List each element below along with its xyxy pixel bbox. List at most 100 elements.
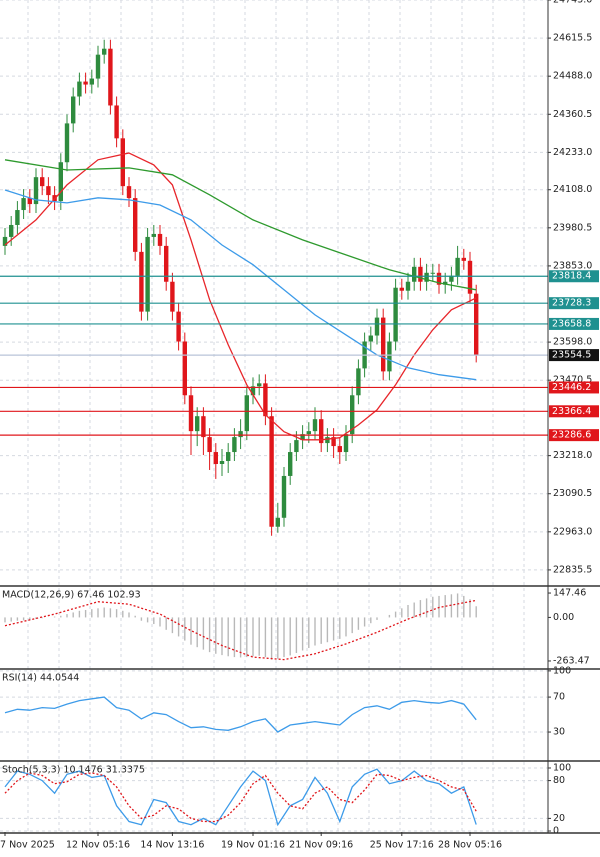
macd-bar [134,615,136,618]
candle-body [275,517,280,527]
macd-bar [270,617,273,660]
level-label: 23446.2 [552,382,591,393]
macd-bar [388,614,391,618]
macd-bar [72,612,74,618]
x-tick-label: 7 Nov 2025 [0,840,55,851]
y-tick-label: 100 [553,665,571,676]
macd-bar [103,607,105,618]
macd-bar [233,617,236,658]
macd-bar [264,617,267,658]
y-tick-label: 0.00 [553,612,574,623]
candle-body [288,452,293,476]
candle-body [195,416,200,432]
candle-body [430,272,435,274]
indicator-line [4,696,477,733]
macd-bar [332,617,335,641]
macd-bar [456,593,459,618]
macd-bar [227,617,229,657]
macd-bar [351,617,353,634]
candle-body [157,233,163,246]
macd-bar [4,617,6,623]
candle-body [467,260,473,294]
candle-body [71,96,76,124]
y-tick-label: 147.46 [553,588,586,599]
candle-body [207,437,212,453]
macd-bar [370,617,372,624]
macd-bar [283,617,285,658]
candle-body [232,437,237,453]
macd-bar [177,617,180,637]
candle-body [2,236,8,246]
x-tick-label: 14 Nov 13:16 [140,840,204,851]
macd-bar [53,616,56,618]
y-tick-label: 23980.5 [553,222,592,233]
level-label: 23728.3 [552,298,591,309]
level-label: 23286.6 [552,430,591,441]
macd-bar [215,617,217,654]
y-tick-label: 24615.5 [553,33,592,44]
candle-body [368,335,373,342]
y-tick-label: 24488.0 [553,71,592,82]
y-tick-label: 70 [553,692,565,703]
macd-bar [140,617,143,621]
signal-line [4,599,477,661]
level-label: 23366.4 [552,406,591,417]
candle-body [64,123,70,163]
candle-body [33,177,39,205]
macd-bar [153,617,155,625]
macd-bar [122,610,124,618]
macd-bar [277,617,279,659]
moving-average [4,189,477,381]
candle-body [40,177,45,187]
macd-bar [91,609,93,618]
candle-body [126,186,132,199]
candle-body [9,224,14,237]
level-label: 23554.5 [552,350,591,361]
candle-body [257,383,262,387]
candle-body [102,48,107,55]
candle-body [418,266,423,282]
macd-bar [295,617,298,653]
candle-body [374,317,380,336]
macd-bar [475,606,477,618]
panel-title: RSI(14) 44.0544 [2,673,79,684]
macd-bar [35,617,37,620]
macd-bar [450,594,453,618]
candle-body [399,287,404,291]
macd-bar [202,617,205,650]
moving-average [4,152,477,441]
candle-body [89,78,94,85]
macd-bar [314,617,316,646]
candle-body [58,162,63,202]
candle-body [114,105,119,139]
candle-body [250,386,256,396]
macd-bar [413,602,415,618]
candle-body [461,257,466,261]
y-tick-label: 23090.5 [553,488,592,499]
candle-body [108,48,113,106]
candle-body [281,475,287,518]
macd-bar [16,617,19,621]
candle-body [436,272,442,285]
candle-body [27,198,32,205]
candle-body [83,81,88,85]
candle-body [151,233,156,237]
macd-bar [115,609,118,618]
macd-bar [159,617,161,627]
macd-bar [66,614,68,618]
macd-bar [308,617,310,648]
candle-body [455,257,460,276]
macd-bar [301,617,304,651]
candle-body [424,272,429,282]
x-tick-label: 21 Nov 09:16 [289,840,353,851]
candle-body [319,419,324,444]
y-tick-label: 24233.0 [553,147,592,158]
candle-body [176,311,181,342]
x-tick-label: 28 Nov 05:16 [438,840,502,851]
macd-bar [97,608,99,618]
candle-body [139,251,144,312]
candle-body [325,437,330,444]
indicator-line [4,768,477,827]
level-label-bg [549,297,599,310]
candle-body [213,452,218,464]
